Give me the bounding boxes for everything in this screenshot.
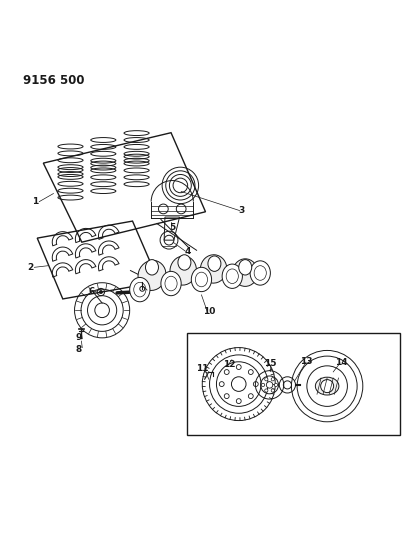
Ellipse shape xyxy=(222,264,242,288)
Circle shape xyxy=(224,394,229,399)
Text: 1: 1 xyxy=(32,197,38,206)
Text: 12: 12 xyxy=(223,360,235,369)
Text: 15: 15 xyxy=(264,359,277,368)
Text: 9: 9 xyxy=(76,333,82,342)
Circle shape xyxy=(266,382,273,388)
Text: 2: 2 xyxy=(27,263,33,272)
Text: 8: 8 xyxy=(76,345,82,354)
Ellipse shape xyxy=(145,260,159,275)
Ellipse shape xyxy=(315,377,339,395)
Circle shape xyxy=(236,365,241,369)
Ellipse shape xyxy=(161,271,181,296)
Ellipse shape xyxy=(170,256,196,285)
Circle shape xyxy=(219,382,224,386)
Circle shape xyxy=(236,399,241,403)
Text: 14: 14 xyxy=(335,359,348,367)
Text: 4: 4 xyxy=(184,247,190,256)
Text: 6: 6 xyxy=(88,287,94,296)
Text: 10: 10 xyxy=(203,306,216,316)
Ellipse shape xyxy=(201,255,227,283)
Text: 7: 7 xyxy=(141,286,148,295)
Text: 3: 3 xyxy=(239,206,245,215)
Circle shape xyxy=(224,369,229,375)
Ellipse shape xyxy=(239,260,252,275)
Ellipse shape xyxy=(191,268,212,292)
Circle shape xyxy=(231,377,246,391)
Circle shape xyxy=(253,382,258,386)
Ellipse shape xyxy=(138,261,166,290)
Circle shape xyxy=(99,290,102,294)
Text: 9156 500: 9156 500 xyxy=(23,74,85,87)
Circle shape xyxy=(265,378,268,381)
Text: 5: 5 xyxy=(169,223,175,232)
Circle shape xyxy=(248,369,253,375)
Ellipse shape xyxy=(208,256,221,271)
Circle shape xyxy=(265,389,268,392)
Ellipse shape xyxy=(250,261,270,285)
Ellipse shape xyxy=(130,278,150,302)
Circle shape xyxy=(271,378,275,381)
Ellipse shape xyxy=(178,255,191,270)
Text: 13: 13 xyxy=(300,357,312,366)
Circle shape xyxy=(248,394,253,399)
Ellipse shape xyxy=(233,259,258,286)
Circle shape xyxy=(275,383,278,386)
Circle shape xyxy=(321,379,334,393)
Circle shape xyxy=(271,389,275,392)
Bar xyxy=(187,334,400,435)
Text: 11: 11 xyxy=(196,364,208,373)
Circle shape xyxy=(261,383,265,386)
